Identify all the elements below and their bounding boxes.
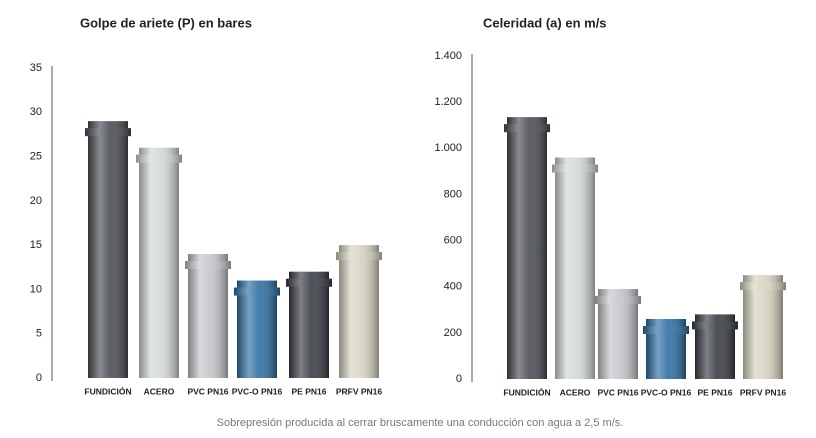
pipe-socket-shine [286, 278, 332, 287]
pipe-socket-shine [692, 321, 738, 330]
pipe-shine [555, 157, 595, 379]
pipe-socket-shine [185, 261, 231, 269]
pipe-socket-shine [85, 128, 131, 137]
pipe-shine [139, 147, 179, 378]
y-tick-label: 0 [456, 373, 462, 385]
y-tick-label: 800 [444, 188, 462, 200]
x-tick-label: PRFV PN16 [740, 387, 787, 397]
y-tick-label: 15 [30, 239, 42, 251]
chart-title: Celeridad (a) en m/s [483, 15, 607, 30]
y-tick-label: 5 [36, 328, 42, 340]
y-tick-label: 200 [444, 327, 462, 339]
y-tick-label: 30 [30, 106, 42, 118]
caption: Sobrepresión producida al cerrar bruscam… [217, 417, 624, 429]
pipe-socket-shine [643, 326, 689, 335]
y-tick-label: 35 [30, 62, 42, 74]
pipe-shine [289, 271, 329, 378]
x-tick-label: PVC PN16 [597, 387, 638, 397]
pipe-socket-shine [740, 282, 786, 291]
y-tick-label: 20 [30, 195, 42, 207]
chart-title: Golpe de ariete (P) en bares [80, 15, 252, 30]
x-tick-label: PVC PN16 [187, 386, 228, 396]
pipe-shine [88, 121, 128, 379]
y-tick-label: 1.000 [434, 142, 462, 154]
y-tick-label: 600 [444, 234, 462, 246]
y-tick-label: 1.200 [434, 96, 462, 108]
x-tick-label: ACERO [560, 387, 591, 397]
y-tick-label: 0 [36, 372, 42, 384]
x-tick-label: FUNDICIÓN [84, 385, 131, 396]
x-tick-label: PVC-O PN16 [232, 386, 283, 396]
y-tick-label: 25 [30, 150, 42, 162]
x-tick-label: PE PN16 [698, 387, 733, 397]
y-tick-label: 400 [444, 281, 462, 293]
x-tick-label: FUNDICIÓN [503, 386, 550, 397]
pipe-socket-shine [234, 287, 280, 296]
pipe-shine [237, 280, 277, 378]
pipe-socket-shine [504, 124, 550, 133]
pipe-socket-shine [136, 154, 182, 163]
pipe-socket-shine [552, 164, 598, 173]
x-tick-label: ACERO [144, 386, 175, 396]
pipe-shine [339, 245, 379, 378]
y-tick-label: 10 [30, 283, 42, 295]
pipe-socket-shine [595, 296, 641, 305]
pipe-shine [507, 117, 547, 379]
x-tick-label: PE PN16 [292, 386, 327, 396]
x-tick-label: PVC-O PN16 [641, 387, 692, 397]
y-tick-label: 1.400 [434, 50, 462, 62]
pipe-shine [743, 275, 783, 379]
pipe-socket-shine [336, 252, 382, 261]
x-tick-label: PRFV PN16 [336, 386, 383, 396]
pipe-shine [188, 254, 228, 378]
